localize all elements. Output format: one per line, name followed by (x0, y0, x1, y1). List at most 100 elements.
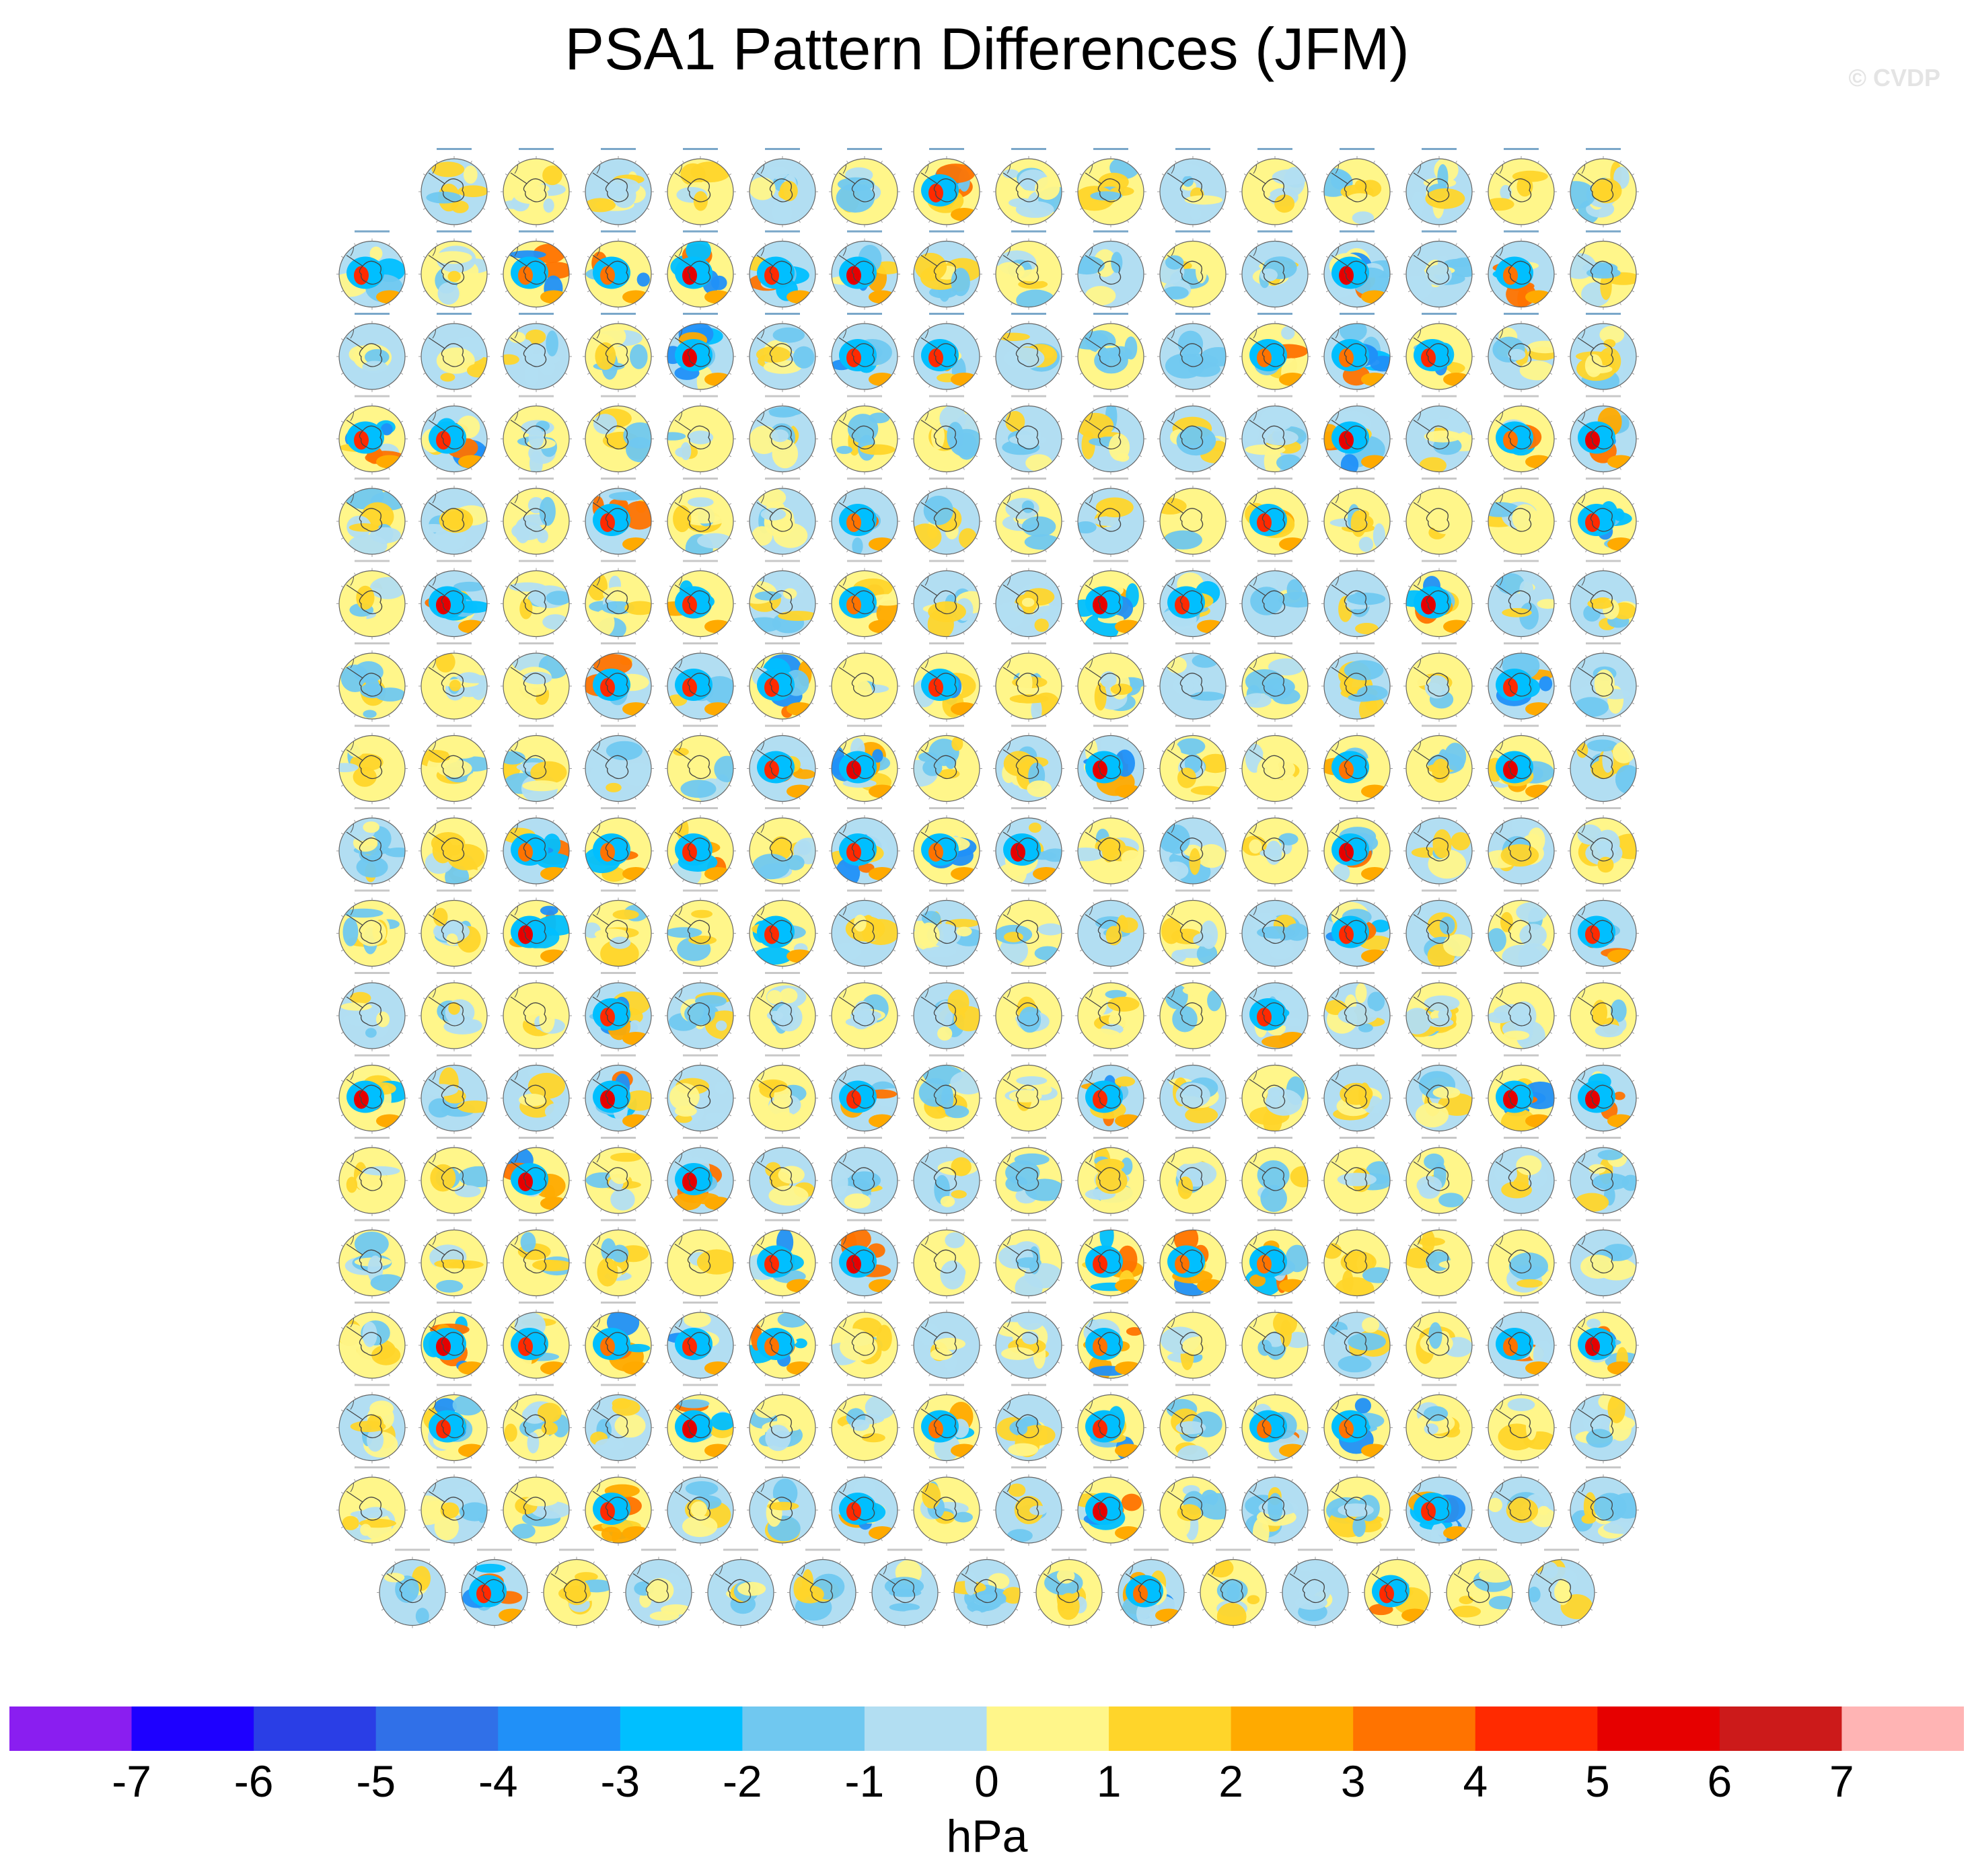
polar-map-panel (911, 148, 982, 227)
panel-title (847, 1219, 882, 1222)
panel-title (765, 560, 800, 562)
panel-title (437, 1137, 472, 1139)
polar-map-panel (747, 1466, 818, 1546)
panel-title (1257, 642, 1292, 644)
panel-title (519, 724, 554, 727)
polar-map-panel (1568, 560, 1639, 640)
colorbar-box-7 (864, 1706, 987, 1751)
panel-title (1586, 642, 1621, 644)
panel-title (847, 1302, 882, 1304)
polar-map-panel (418, 560, 490, 640)
panel-title (765, 478, 800, 480)
panel-title (683, 1466, 718, 1468)
colorbar-tick-label: -4 (478, 1756, 518, 1806)
panel-title (683, 313, 718, 315)
polar-map-panel (993, 560, 1064, 640)
polar-map-panel (1568, 478, 1639, 557)
polar-map-panel (747, 1219, 818, 1299)
polar-map-panel (1239, 807, 1311, 887)
panel-title (355, 1384, 390, 1386)
polar-map-panel (1033, 1548, 1105, 1628)
panel-title (1340, 1219, 1375, 1222)
colorbar-box-14 (1719, 1706, 1842, 1751)
polar-map-panel (501, 1054, 572, 1134)
panel-title (1340, 1466, 1375, 1468)
panel-title (1586, 972, 1621, 974)
panel-title (355, 313, 390, 315)
polar-map-panel (1403, 724, 1475, 804)
panel-title (601, 560, 636, 562)
panel-title (847, 724, 882, 727)
panel-title (519, 478, 554, 480)
polar-map-panel (1239, 724, 1311, 804)
polar-map-panel (1075, 1137, 1146, 1216)
polar-map-panel (911, 1054, 982, 1134)
polar-map-panel (1568, 642, 1639, 722)
polar-map-panel (1486, 1302, 1557, 1381)
polar-map-panel (1075, 724, 1146, 804)
polar-map-panel (1486, 972, 1557, 1051)
panel-title (601, 1302, 636, 1304)
polar-map-panel (1486, 560, 1557, 640)
panel-title (1504, 1384, 1539, 1386)
panel-title (1298, 1548, 1333, 1551)
panel-title (1340, 807, 1375, 809)
panel-title (437, 148, 472, 150)
polar-map-panel (911, 230, 982, 310)
polar-map-panel (1568, 807, 1639, 887)
polar-map-panel (1321, 1219, 1393, 1299)
polar-map-panel (1321, 395, 1393, 475)
panel-title (1134, 1548, 1169, 1551)
polar-map-panel (747, 478, 818, 557)
panel-title (1340, 724, 1375, 727)
panel-title (683, 478, 718, 480)
polar-map-panel (1568, 230, 1639, 310)
panel-title (765, 807, 800, 809)
colorbar-box-9 (1109, 1706, 1232, 1751)
panel-title (683, 395, 718, 398)
panel-title (1257, 1384, 1292, 1386)
polar-map-panel (336, 889, 408, 969)
panel-title (1011, 889, 1046, 892)
polar-map-panel (1403, 1302, 1475, 1381)
panel-title (1504, 148, 1539, 150)
polar-map-panel (1403, 1054, 1475, 1134)
panel-title (1586, 1137, 1621, 1139)
polar-map-panel (1403, 1219, 1475, 1299)
polar-map-panel (541, 1548, 612, 1628)
panel-title (683, 1137, 718, 1139)
polar-map-panel (911, 724, 982, 804)
polar-map-panel (747, 560, 818, 640)
panel-title (1257, 560, 1292, 562)
polar-map-panel (418, 148, 490, 227)
panel-title (601, 807, 636, 809)
panel-title (601, 313, 636, 315)
polar-map-panel (1239, 1466, 1311, 1546)
polar-map-panel (1568, 313, 1639, 392)
panel-title (601, 972, 636, 974)
polar-map-panel (501, 807, 572, 887)
panel-title (683, 889, 718, 892)
polar-map-panel (418, 642, 490, 722)
polar-map-panel (1239, 1302, 1311, 1381)
polar-map-panel (1239, 230, 1311, 310)
polar-map-panel (1486, 642, 1557, 722)
polar-map-panel (911, 889, 982, 969)
panel-title (437, 560, 472, 562)
polar-map-panel (418, 724, 490, 804)
polar-map-panel (829, 313, 900, 392)
polar-map-panel (665, 1137, 736, 1216)
panel-title (1544, 1548, 1579, 1551)
panel-title (1586, 313, 1621, 315)
panel-title (437, 1466, 472, 1468)
polar-map-panel (911, 478, 982, 557)
polar-map-panel (829, 724, 900, 804)
panel-title (601, 1466, 636, 1468)
polar-map-panel (1403, 148, 1475, 227)
polar-map-panel (501, 642, 572, 722)
panel-title (1504, 1302, 1539, 1304)
panel-title (1011, 230, 1046, 233)
panel-title (1093, 1137, 1128, 1139)
polar-map-panel (583, 1466, 654, 1546)
polar-map-panel (993, 807, 1064, 887)
